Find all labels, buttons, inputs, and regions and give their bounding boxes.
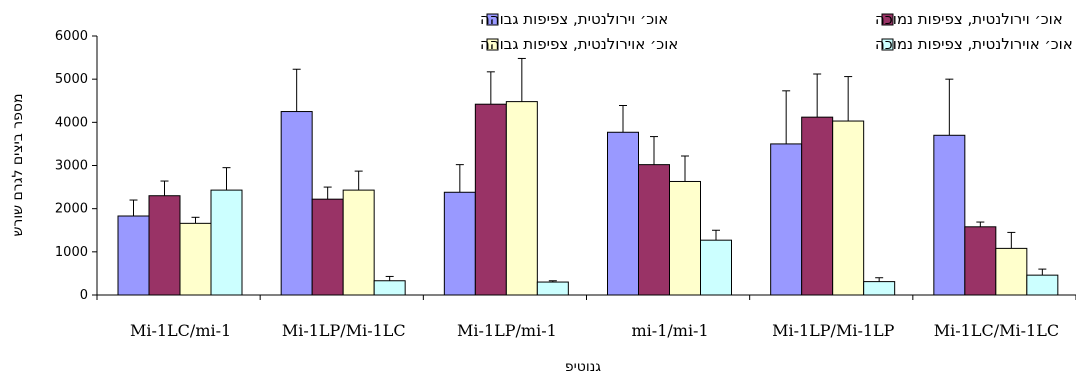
plot-area: 0 1000 2000 3000 4000 5000 6000 Mi-1LC/mi-1 Mi-1… bbox=[55, 29, 1076, 340]
legend-swatch-series-4 bbox=[881, 38, 894, 51]
y-tick-label: 2000 bbox=[55, 202, 88, 217]
y-tick-label: 4000 bbox=[55, 115, 88, 130]
legend-swatch-series-1 bbox=[486, 13, 499, 26]
bar-1-2 bbox=[280, 111, 313, 296]
legend-item-series-4: אוכ׳ אוירולנטית, צפיפות נמוכה bbox=[875, 35, 1073, 53]
bar-1-5 bbox=[770, 143, 803, 296]
legend-item-series-3: אוכ׳ אוירולנטית, צפיפות גבוהה bbox=[480, 35, 678, 53]
bar-4-6 bbox=[1026, 274, 1059, 296]
y-axis-title: מספר ביצים לגרם שורש bbox=[10, 93, 26, 236]
legend-label-series-4: אוכ׳ אוירולנטית, צפיפות נמוכה bbox=[875, 35, 1073, 53]
x-axis-title: גנוטיפ bbox=[565, 359, 601, 375]
bar-3-3 bbox=[505, 101, 538, 296]
bar-2-2 bbox=[311, 198, 344, 296]
y-tick-label: 5000 bbox=[55, 72, 88, 87]
bar-2-4 bbox=[638, 164, 670, 296]
legend-swatch-series-2 bbox=[881, 13, 894, 26]
legend-label-series-2: אוכ׳ וירולנטית, צפיפות נמוכה bbox=[875, 10, 1063, 28]
bar-2-1 bbox=[148, 195, 181, 296]
bar-3-6 bbox=[995, 247, 1028, 296]
legend-swatch-series-3 bbox=[486, 38, 499, 51]
bar-1-6 bbox=[933, 134, 966, 296]
x-category-label: Mi-1LP/Mi-1LC bbox=[282, 321, 406, 340]
x-category-label: mi-1/mi-1 bbox=[632, 321, 709, 340]
bar-1-1 bbox=[117, 215, 150, 296]
bar-3-2 bbox=[342, 189, 375, 296]
bar-3-4 bbox=[669, 180, 701, 296]
bar-3-1 bbox=[179, 222, 212, 296]
x-category-label: Mi-1LC/mi-1 bbox=[130, 321, 231, 340]
bar-2-5 bbox=[801, 116, 834, 296]
bar-3-5 bbox=[832, 120, 865, 296]
y-tick-label: 6000 bbox=[55, 29, 88, 44]
x-category-label: Mi-1LC/Mi-1LC bbox=[934, 321, 1059, 340]
bar-4-1 bbox=[210, 189, 243, 296]
bar-1-3 bbox=[443, 191, 476, 296]
legend-item-series-2: אוכ׳ וירולנטית, צפיפות נמוכה bbox=[875, 10, 1063, 28]
x-category-label: Mi-1LP/mi-1 bbox=[457, 321, 557, 340]
y-tick-label: 0 bbox=[80, 288, 88, 303]
bar-4-3 bbox=[536, 281, 569, 296]
legend: אוכ׳ וירולנטית, צפיפות גבוהה אוכ׳ וירולנ… bbox=[480, 10, 1073, 53]
y-tick-label: 3000 bbox=[55, 159, 88, 174]
bar-4-2 bbox=[373, 280, 406, 296]
bar-2-6 bbox=[964, 226, 997, 296]
bar-4-4 bbox=[700, 239, 732, 296]
x-category-label: Mi-1LP/Mi-1LP bbox=[772, 321, 895, 340]
legend-item-series-1: אוכ׳ וירולנטית, צפיפות גבוהה bbox=[480, 10, 668, 28]
legend-label-series-1: אוכ׳ וירולנטית, צפיפות גבוהה bbox=[480, 10, 668, 28]
y-tick-label: 1000 bbox=[55, 245, 88, 260]
bar-1-4 bbox=[607, 131, 639, 296]
bar-4-5 bbox=[863, 281, 896, 296]
legend-label-series-3: אוכ׳ אוירולנטית, צפיפות גבוהה bbox=[480, 35, 678, 53]
bar-2-3 bbox=[474, 103, 507, 296]
